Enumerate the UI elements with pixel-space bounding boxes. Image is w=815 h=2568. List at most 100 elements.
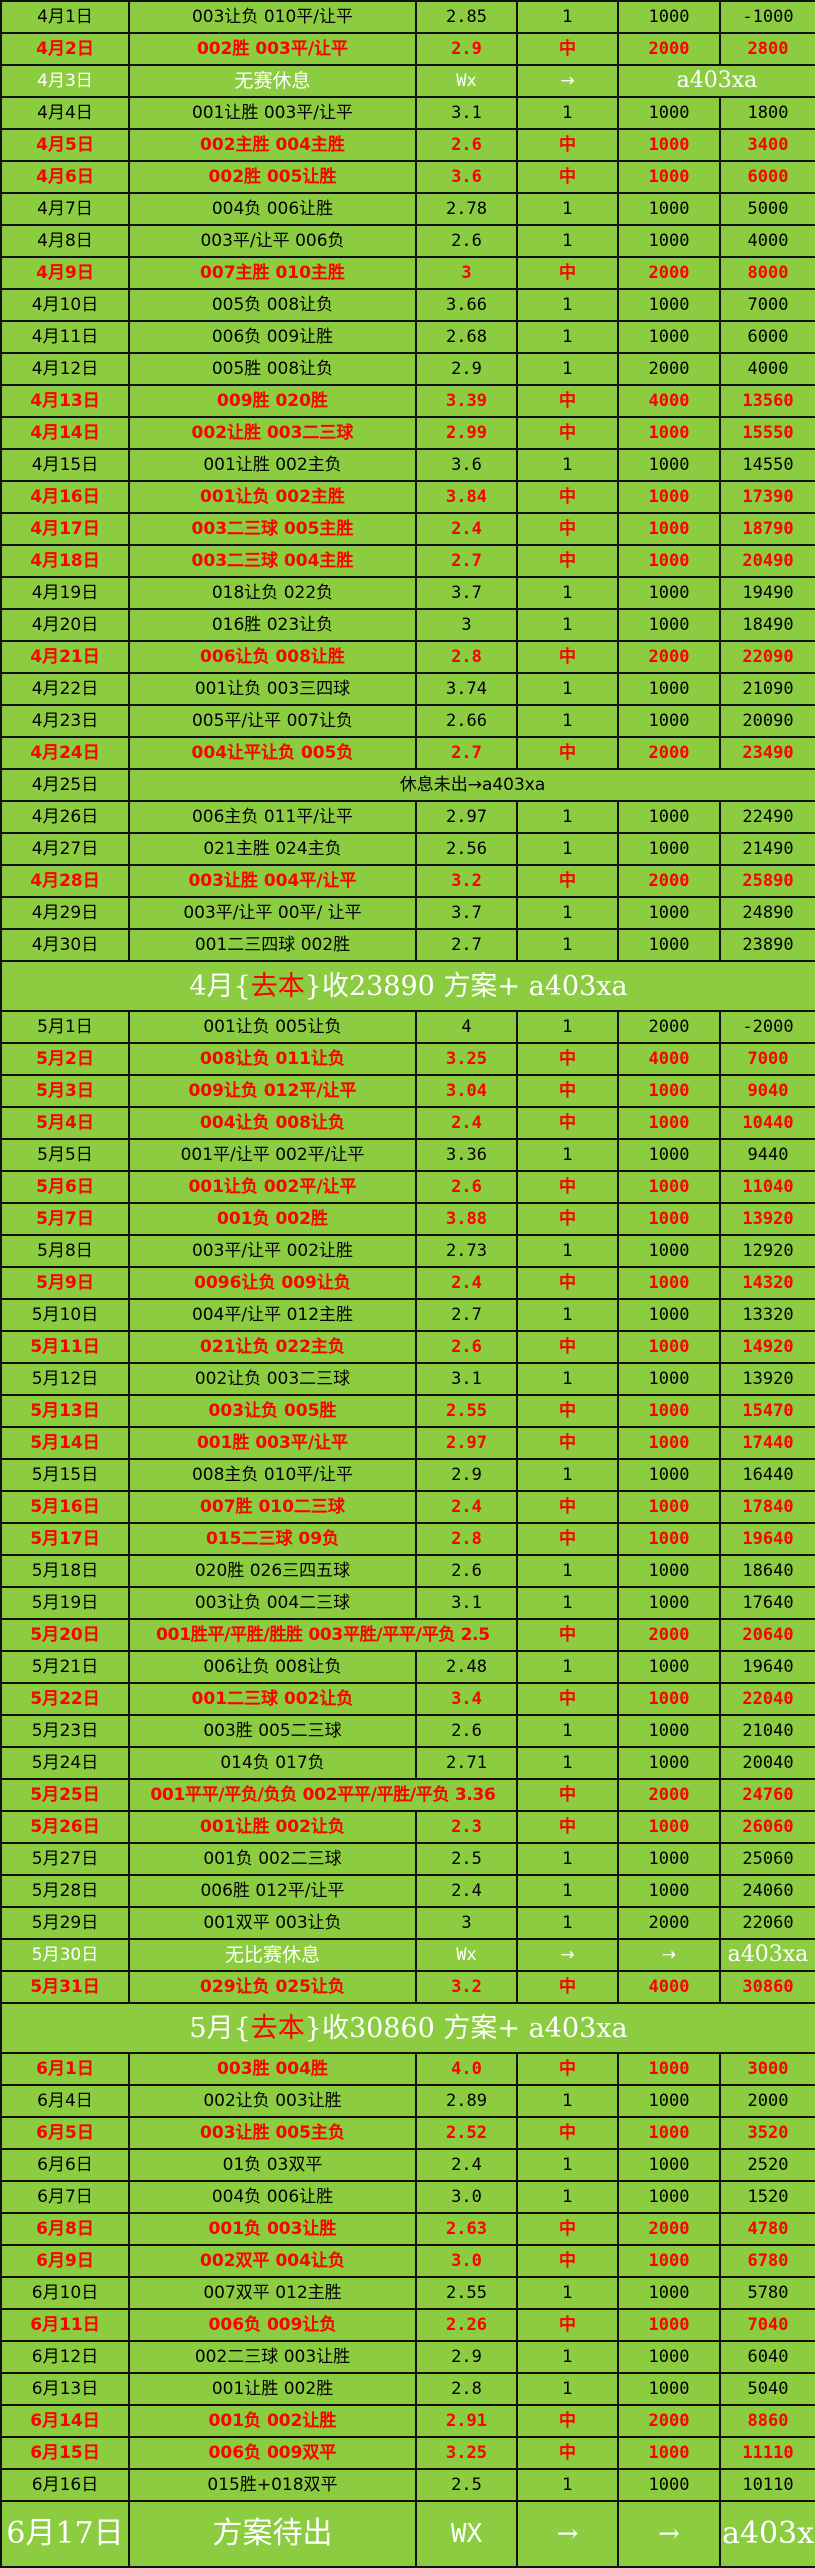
match-selection: 015胜+018双平 [128, 2468, 417, 2502]
stake-amount: 1000 [617, 544, 721, 578]
table-row: 6月12日 002二三球 003让胜 2.9 1 1000 6040 [0, 2340, 815, 2374]
stake-amount: 1000 [617, 1266, 721, 1300]
odds-value: 2.8 [415, 640, 518, 674]
match-selection: 001负 002胜 [128, 1202, 417, 1236]
profit-amount: 14550 [719, 448, 815, 482]
odds-value: 2.9 [415, 352, 518, 386]
match-date: 6月11日 [0, 2308, 130, 2342]
match-date: 5月15日 [0, 1458, 130, 1492]
odds-value: 3.39 [415, 384, 518, 418]
profit-amount: 17390 [719, 480, 815, 514]
profit-amount: 18490 [719, 608, 815, 642]
match-selection: 002让负 003二三球 [128, 1362, 417, 1396]
table-row: 4月11日 006负 009让胜 2.68 1 1000 6000 [0, 320, 815, 354]
result-mark: 中 [516, 256, 619, 290]
result-mark: 1 [516, 320, 619, 354]
table-row: 4月14日 002让胜 003二三球 2.99 中 1000 15550 [0, 416, 815, 450]
stake-amount: 1000 [617, 1522, 721, 1556]
match-selection: 002让胜 003二三球 [128, 416, 417, 450]
table-row: 4月22日 001让负 003三四球 3.74 1 1000 21090 [0, 672, 815, 706]
profit-amount: 2800 [719, 32, 815, 66]
odds-value: 3.2 [415, 1970, 518, 2004]
odds-value: 2.99 [415, 416, 518, 450]
table-row: 6月4日 002让负 003让胜 2.89 1 1000 2000 [0, 2084, 815, 2118]
odds-value: 2.52 [415, 2116, 518, 2150]
table-row: 6月6日 01负 03双平 2.4 1 1000 2520 [0, 2148, 815, 2182]
match-date: 6月1日 [0, 2052, 130, 2086]
stake-amount: 1000 [617, 0, 721, 34]
stake-amount: 1000 [617, 1394, 721, 1428]
profit-amount: 9040 [719, 1074, 815, 1108]
stake-amount: 1000 [617, 1650, 721, 1684]
profit-amount: 18640 [719, 1554, 815, 1588]
odds-value: 3.04 [415, 1074, 518, 1108]
stake-amount: 1000 [617, 416, 721, 450]
match-date: 5月4日 [0, 1106, 130, 1140]
stake-amount: 1000 [617, 1746, 721, 1780]
odds-value: 2.55 [415, 2276, 518, 2310]
match-date: 5月2日 [0, 1042, 130, 1076]
match-date: 4月17日 [0, 512, 130, 546]
table-row: 4月24日 004让平让负 005负 2.7 中 2000 23490 [0, 736, 815, 770]
profit-amount: 13920 [719, 1202, 815, 1236]
stake-amount: 1000 [617, 96, 721, 130]
table-row: 4月16日 001让负 002主胜 3.84 中 1000 17390 [0, 480, 815, 514]
table-row: 4月4日 001让胜 003平/让平 3.1 1 1000 1800 [0, 96, 815, 130]
result-mark: 1 [516, 1650, 619, 1684]
match-selection: 021让负 022主负 [128, 1330, 417, 1364]
profit-amount: 3400 [719, 128, 815, 162]
stake-amount: 2000 [617, 640, 721, 674]
match-selection: 001让胜 002胜 [128, 2372, 417, 2406]
result-mark: 1 [516, 224, 619, 258]
odds-value: 3.84 [415, 480, 518, 514]
table-row: 5月28日 006胜 012平/让平 2.4 1 1000 24060 [0, 1874, 815, 1908]
result-mark: 中 [516, 1394, 619, 1428]
stake-amount: 1000 [617, 448, 721, 482]
profit-amount: 10110 [719, 2468, 815, 2502]
match-date: 4月24日 [0, 736, 130, 770]
month-summary-row: 4月{去本}收23890 方案+ a403xa [0, 960, 815, 1012]
stake-amount: 1000 [617, 320, 721, 354]
contact-tag: a403xa [719, 2500, 815, 2568]
stake-amount: 1000 [617, 2052, 721, 2086]
table-row: 5月14日 001胜 003平/让平 2.97 中 1000 17440 [0, 1426, 815, 1460]
rest-label: 无赛休息 [128, 64, 417, 98]
stake-amount: 1000 [617, 288, 721, 322]
match-selection: 001二三球 002让负 [128, 1682, 417, 1716]
profit-amount: 24060 [719, 1874, 815, 1908]
table-row: 5月21日 006让负 008让负 2.48 1 1000 19640 [0, 1650, 815, 1684]
match-date: 4月20日 [0, 608, 130, 642]
profit-amount: 5780 [719, 2276, 815, 2310]
match-date: 5月25日 [0, 1778, 130, 1812]
table-row: 6月7日 004负 006让胜 3.0 1 1000 1520 [0, 2180, 815, 2214]
odds-value: 2.4 [415, 512, 518, 546]
odds-value: 2.5 [415, 2468, 518, 2502]
table-row: 5月7日 001负 002胜 3.88 中 1000 13920 [0, 1202, 815, 1236]
match-selection: 001让负 003三四球 [128, 672, 417, 706]
profit-amount: -2000 [719, 1010, 815, 1044]
stake-amount: 1000 [617, 2244, 721, 2278]
result-mark: 中 [516, 2436, 619, 2470]
match-date: 5月16日 [0, 1490, 130, 1524]
profit-amount: 10440 [719, 1106, 815, 1140]
stake-amount: 1000 [617, 2116, 721, 2150]
match-selection: 006负 009让胜 [128, 320, 417, 354]
stake-amount: 1000 [617, 1106, 721, 1140]
match-selection: 001双平 003让负 [128, 1906, 417, 1940]
match-selection: 003让负 004二三球 [128, 1586, 417, 1620]
match-selection: 001胜 003平/让平 [128, 1426, 417, 1460]
stake-amount: 2000 [617, 864, 721, 898]
match-date: 4月10日 [0, 288, 130, 322]
match-date: 4月29日 [0, 896, 130, 930]
odds-value: 2.6 [415, 128, 518, 162]
match-date: 6月6日 [0, 2148, 130, 2182]
odds-value: 2.6 [415, 1170, 518, 1204]
stake-amount: 1000 [617, 1554, 721, 1588]
match-date: 5月13日 [0, 1394, 130, 1428]
match-date: 6月16日 [0, 2468, 130, 2502]
profit-amount: 11040 [719, 1170, 815, 1204]
table-row: 5月12日 002让负 003二三球 3.1 1 1000 13920 [0, 1362, 815, 1396]
match-selection: 004负 006让胜 [128, 192, 417, 226]
match-date: 4月12日 [0, 352, 130, 386]
match-selection: 001负 002二三球 [128, 1842, 417, 1876]
